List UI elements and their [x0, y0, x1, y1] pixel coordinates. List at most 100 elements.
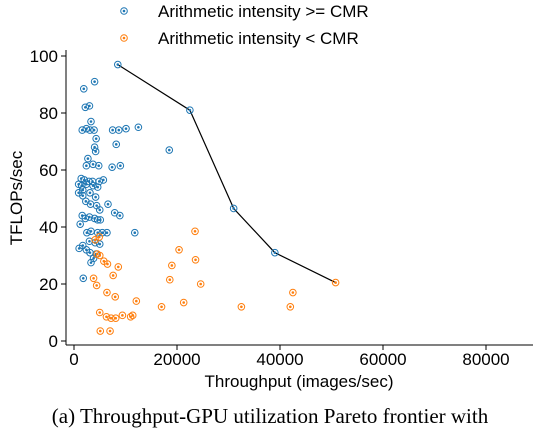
point-above-cmr [103, 228, 111, 237]
x-tick-label: 0 [69, 350, 78, 369]
legend-marker-below-cmr [120, 34, 128, 42]
legend: Arithmetic intensity >= CMR Arithmetic i… [120, 2, 369, 48]
point-above-cmr [89, 181, 97, 190]
point-above-cmr [76, 220, 84, 228]
point-above-cmr [82, 161, 91, 170]
point-above-cmr [104, 200, 112, 208]
legend-marker-above-cmr [120, 7, 128, 15]
point-above-cmr [113, 60, 122, 69]
y-tick-label: 20 [39, 275, 58, 294]
point-below-cmr [96, 327, 105, 335]
point-below-cmr [111, 293, 119, 301]
point-above-cmr [87, 117, 95, 126]
point-below-cmr [179, 298, 188, 307]
point-below-cmr [114, 263, 123, 271]
point-above-cmr [87, 227, 95, 236]
point-below-cmr [102, 312, 111, 321]
figure-caption: (a) Throughput-GPU utilization Pareto fr… [51, 404, 489, 428]
point-below-cmr [237, 303, 246, 311]
point-above-cmr [91, 193, 100, 201]
point-above-cmr [90, 77, 99, 86]
y-tick-label: 100 [30, 47, 58, 66]
point-above-cmr [79, 84, 88, 93]
point-above-cmr [75, 244, 83, 253]
point-below-cmr [165, 275, 174, 284]
point-below-cmr [191, 227, 199, 236]
point-above-cmr [90, 143, 99, 151]
chart: Arithmetic intensity >= CMR Arithmetic i… [7, 2, 533, 391]
point-below-cmr [106, 327, 114, 335]
point-above-cmr [85, 213, 94, 221]
point-below-cmr [118, 311, 127, 320]
y-axis-label: TFLOPs/sec [7, 150, 26, 245]
legend-label-above-cmr: Arithmetic intensity >= CMR [158, 2, 369, 21]
point-below-cmr [89, 274, 98, 283]
point-above-cmr [271, 248, 279, 257]
point-above-cmr [86, 189, 94, 197]
point-above-cmr [112, 140, 121, 149]
point-above-cmr [84, 154, 92, 163]
point-below-cmr [91, 236, 99, 244]
point-below-cmr [168, 261, 176, 270]
point-above-cmr [95, 240, 104, 248]
point-above-cmr [79, 274, 88, 283]
point-above-cmr [85, 237, 94, 246]
point-below-cmr [109, 271, 117, 280]
point-below-cmr [196, 280, 205, 288]
point-below-cmr [331, 278, 340, 287]
point-above-cmr [89, 160, 97, 169]
y-tick-label: 80 [39, 104, 58, 123]
point-above-cmr [115, 126, 123, 134]
point-above-cmr [91, 147, 100, 156]
x-tick-label: 60000 [359, 350, 406, 369]
point-above-cmr [83, 228, 91, 237]
point-above-cmr [85, 102, 94, 110]
point-above-cmr [108, 163, 116, 171]
pareto-frontier-line [117, 64, 336, 284]
data-points [74, 60, 340, 335]
point-above-cmr [130, 228, 139, 237]
point-below-cmr [157, 303, 166, 311]
point-above-cmr [165, 146, 174, 154]
point-below-cmr [111, 314, 120, 323]
point-below-cmr [95, 251, 104, 260]
point-below-cmr [103, 288, 111, 297]
x-tick-label: 20000 [153, 350, 200, 369]
point-below-cmr [100, 257, 108, 266]
x-axis-label: Throughput (images/sec) [205, 372, 394, 391]
legend-label-below-cmr: Arithmetic intensity < CMR [158, 29, 359, 48]
point-above-cmr [134, 123, 143, 132]
point-above-cmr [116, 211, 124, 220]
point-above-cmr [90, 126, 98, 134]
point-above-cmr [99, 176, 108, 184]
point-above-cmr [93, 183, 102, 191]
point-above-cmr [87, 258, 95, 267]
point-below-cmr [95, 308, 104, 317]
point-above-cmr [186, 106, 194, 114]
point-above-cmr [229, 204, 238, 213]
point-above-cmr [92, 134, 100, 143]
point-above-cmr [81, 103, 90, 112]
y-tick-label: 60 [39, 161, 58, 180]
y-ticks: 0 20 40 60 80 100 [30, 47, 66, 351]
x-ticks: 0 20000 40000 60000 80000 [69, 345, 510, 369]
point-below-cmr [107, 314, 115, 323]
y-tick-label: 0 [49, 332, 58, 351]
point-above-cmr [96, 216, 105, 224]
point-below-cmr [289, 288, 297, 297]
point-above-cmr [78, 126, 87, 134]
point-above-cmr [94, 161, 103, 170]
point-above-cmr [78, 191, 87, 200]
point-below-cmr [126, 312, 135, 321]
point-above-cmr [116, 161, 125, 170]
x-tick-label: 40000 [256, 350, 303, 369]
point-below-cmr [132, 297, 141, 305]
y-tick-label: 40 [39, 218, 58, 237]
point-below-cmr [286, 303, 295, 311]
point-above-cmr [108, 126, 117, 134]
point-below-cmr [92, 281, 101, 290]
point-below-cmr [191, 255, 200, 264]
point-above-cmr [122, 124, 130, 133]
point-above-cmr [95, 206, 104, 214]
x-tick-label: 80000 [462, 350, 509, 369]
